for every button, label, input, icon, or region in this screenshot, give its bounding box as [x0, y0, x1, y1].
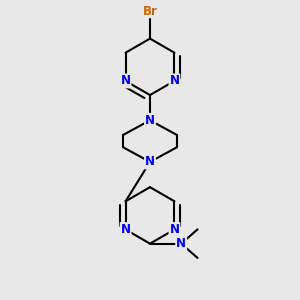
Text: N: N [169, 74, 179, 87]
Text: N: N [145, 114, 155, 127]
Text: N: N [121, 74, 130, 87]
Text: N: N [121, 223, 130, 236]
Text: N: N [145, 155, 155, 168]
Text: N: N [176, 237, 186, 250]
Text: N: N [169, 223, 179, 236]
Text: Br: Br [142, 5, 158, 18]
